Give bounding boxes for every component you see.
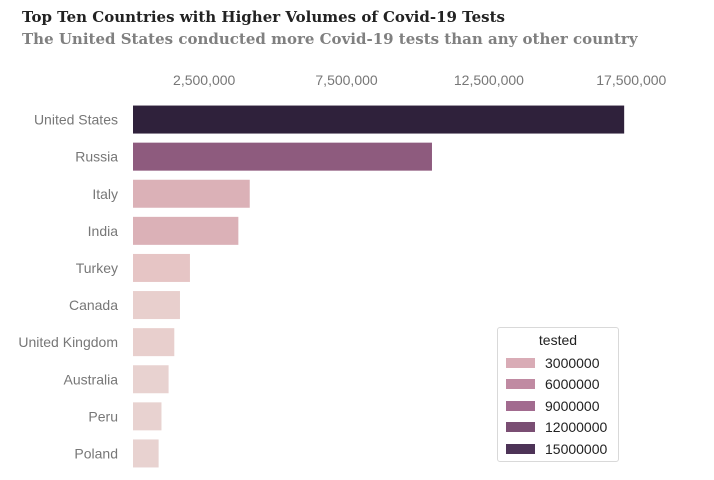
- legend-label: 12000000: [545, 419, 608, 436]
- legend-item: 12000000: [498, 417, 618, 439]
- y-tick-label: United Kingdom: [18, 334, 118, 350]
- bar: [133, 365, 169, 394]
- bar: [133, 142, 432, 171]
- x-axis-ticks: 2,500,000 7,500,000 12,500,000 17,500,000: [173, 72, 666, 88]
- legend-swatch: [506, 400, 535, 411]
- y-tick-label: Italy: [92, 186, 118, 202]
- legend-label: 3000000: [545, 354, 600, 371]
- x-tick-label: 2,500,000: [173, 72, 235, 88]
- legend-swatch: [506, 357, 535, 368]
- y-axis-labels: United States Russia Italy India Turkey Canad…: [18, 112, 118, 462]
- y-tick-label: Australia: [64, 371, 119, 387]
- chart-subtitle: The United States conducted more Covid-1…: [22, 30, 638, 48]
- y-tick-label: Turkey: [76, 260, 118, 276]
- chart-title: Top Ten Countries with Higher Volumes of…: [22, 8, 505, 26]
- bar: [133, 328, 175, 357]
- bar: [133, 105, 625, 134]
- bar: [133, 402, 162, 431]
- y-tick-label: Canada: [69, 297, 118, 313]
- y-tick-label: India: [88, 223, 119, 239]
- y-tick-label: United States: [34, 112, 118, 128]
- bar: [133, 216, 239, 245]
- x-tick-label: 7,500,000: [315, 72, 377, 88]
- legend-item: 15000000: [498, 438, 618, 460]
- y-tick-label: Peru: [88, 408, 118, 424]
- legend-swatch: [506, 379, 535, 390]
- bar: [133, 253, 190, 282]
- x-tick-label: 17,500,000: [596, 72, 666, 88]
- legend: tested 3000000 6000000 9000000 12000000 1500…: [497, 327, 619, 462]
- legend-item: 3000000: [498, 352, 618, 374]
- legend-label: 6000000: [545, 376, 600, 393]
- legend-label: 9000000: [545, 397, 600, 414]
- legend-item: 6000000: [498, 374, 618, 396]
- legend-swatch: [506, 443, 535, 454]
- x-tick-label: 12,500,000: [454, 72, 524, 88]
- bar: [133, 291, 180, 320]
- legend-swatch: [506, 422, 535, 433]
- legend-title: tested: [538, 332, 578, 348]
- bar: [133, 179, 250, 208]
- y-tick-label: Poland: [74, 445, 118, 461]
- bars: [133, 105, 625, 468]
- legend-item: 9000000: [498, 395, 618, 417]
- legend-label: 15000000: [545, 440, 608, 457]
- bar: [133, 439, 159, 468]
- y-tick-label: Russia: [75, 149, 118, 165]
